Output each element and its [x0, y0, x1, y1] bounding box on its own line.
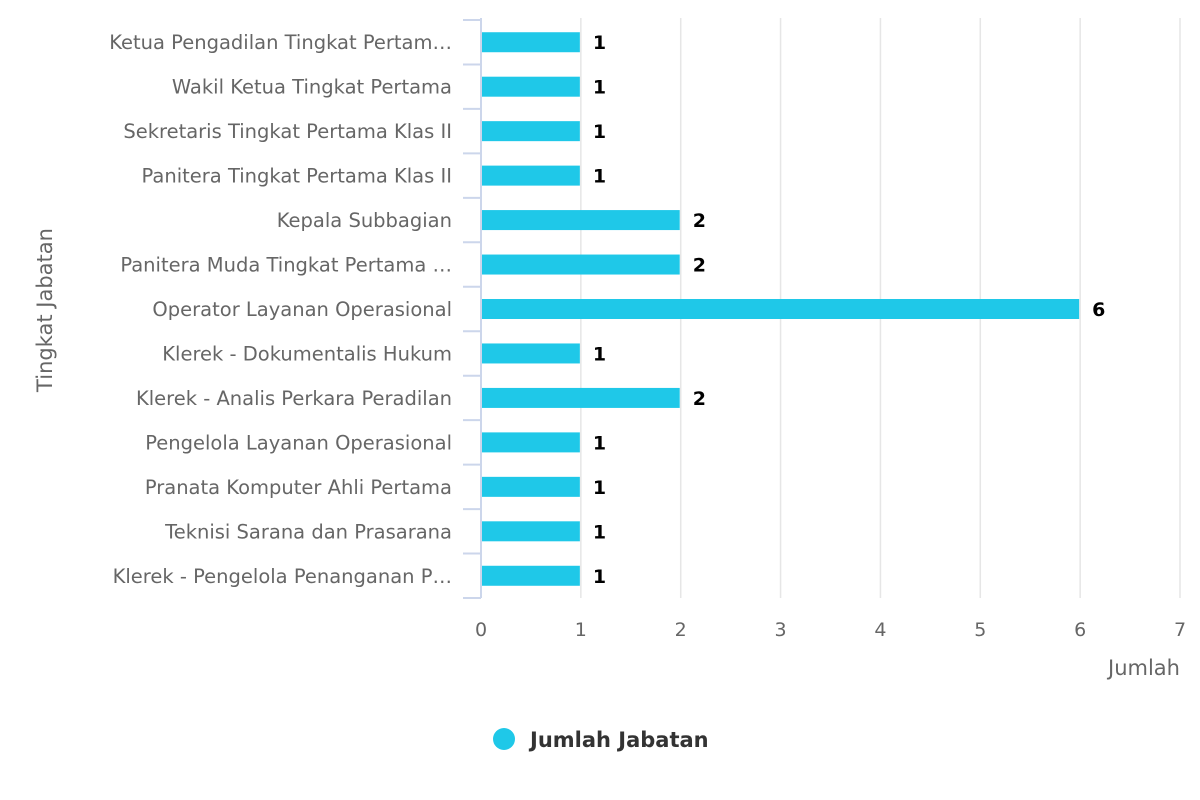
category-label: Wakil Ketua Tingkat Pertama: [172, 76, 452, 99]
data-label: 1: [593, 32, 606, 54]
bar: [482, 343, 580, 364]
data-label: 2: [693, 388, 706, 410]
x-tick-label: 2: [675, 619, 687, 641]
legend-label[interactable]: Jumlah Jabatan: [528, 728, 709, 752]
category-label: Pengelola Layanan Operasional: [145, 431, 452, 454]
data-label: 1: [593, 432, 606, 454]
category-label: Klerek - Analis Perkara Peradilan: [136, 387, 452, 410]
data-label: 2: [693, 210, 706, 232]
bar: [482, 210, 680, 231]
x-tick-label: 1: [575, 619, 587, 641]
data-label: 1: [593, 166, 606, 188]
x-tick-label: 7: [1174, 619, 1186, 641]
category-label: Klerek - Pengelola Penanganan P…: [113, 565, 452, 588]
bars: [482, 32, 1080, 586]
category-label: Sekretaris Tingkat Pertama Klas II: [123, 120, 452, 143]
data-label: 1: [593, 566, 606, 588]
x-tick-label: 5: [974, 619, 986, 641]
x-axis-ticks: 0 1 2 3 4 5 6 7: [475, 619, 1186, 641]
category-label: Panitera Tingkat Pertama Klas II: [142, 165, 452, 188]
bar: [482, 521, 580, 542]
bar: [482, 254, 680, 275]
category-label: Panitera Muda Tingkat Pertama …: [120, 254, 452, 277]
bar: [482, 32, 580, 53]
data-label: 1: [593, 77, 606, 99]
bar: [482, 565, 580, 586]
y-axis-title: Tingkat Jabatan: [33, 228, 57, 393]
bar: [482, 76, 580, 97]
data-label: 1: [593, 477, 606, 499]
legend-marker: [493, 728, 515, 750]
bar: [482, 165, 580, 186]
category-label: Operator Layanan Operasional: [152, 298, 452, 321]
category-label: Teknisi Sarana dan Prasarana: [164, 520, 452, 543]
x-axis-title: Jumlah: [1106, 656, 1180, 680]
data-label: 1: [593, 121, 606, 143]
bar: [482, 432, 580, 453]
data-label: 6: [1092, 299, 1105, 321]
bar: [482, 387, 680, 408]
data-label: 1: [593, 521, 606, 543]
data-labels: 1 1 1 1 2 2 6 1 2 1 1 1 1: [593, 32, 1106, 588]
bar: [482, 121, 580, 142]
category-label: Pranata Komputer Ahli Pertama: [145, 476, 452, 499]
data-label: 2: [693, 255, 706, 277]
bar: [482, 299, 1080, 319]
data-label: 1: [593, 343, 606, 365]
bar: [482, 476, 580, 497]
category-label: Klerek - Dokumentalis Hukum: [162, 342, 452, 365]
y-axis-labels: Ketua Pengadilan Tingkat Pertam… Wakil Ke…: [109, 31, 452, 588]
x-tick-label: 0: [475, 619, 487, 641]
x-tick-label: 6: [1074, 619, 1086, 641]
category-label: Ketua Pengadilan Tingkat Pertam…: [109, 31, 452, 54]
legend-item[interactable]: Jumlah Jabatan: [493, 728, 709, 752]
category-label: Kepala Subbagian: [277, 209, 452, 232]
x-tick-label: 4: [874, 619, 886, 641]
x-tick-label: 3: [775, 619, 787, 641]
